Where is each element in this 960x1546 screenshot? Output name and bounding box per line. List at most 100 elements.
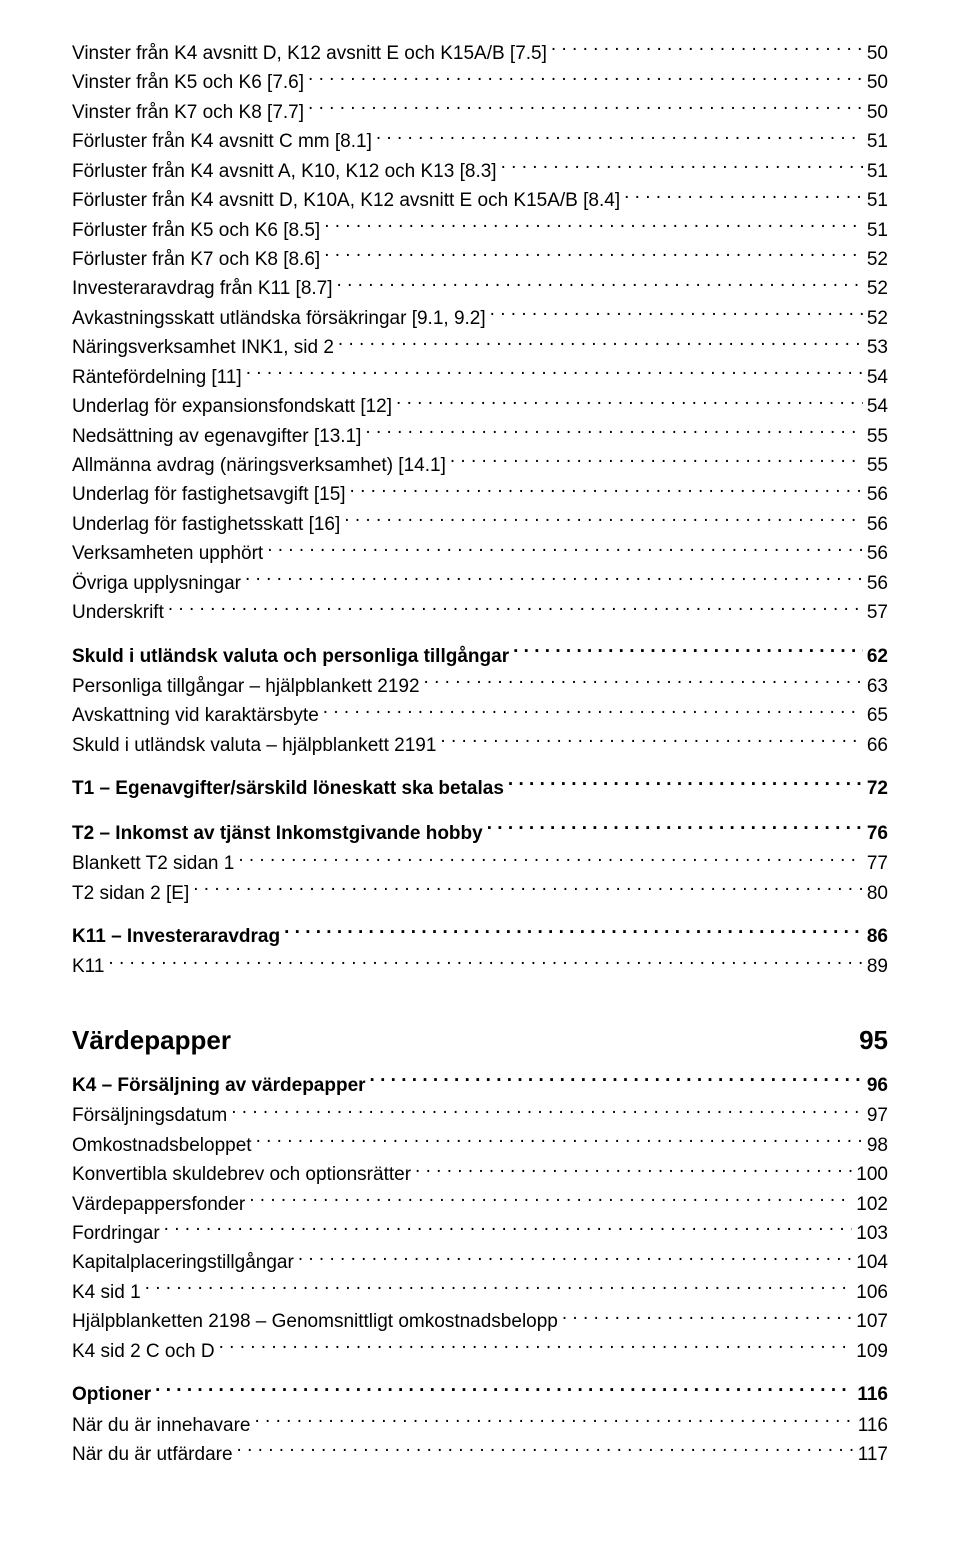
toc-dot-leader (238, 848, 863, 869)
toc-dot-leader (164, 1218, 853, 1239)
toc-line: T2 sidan 2 [E]80 (72, 878, 888, 907)
part-heading-title: Värdepapper (72, 1025, 231, 1056)
toc-line: Omkostnadsbeloppet98 (72, 1130, 888, 1159)
toc-dot-leader (145, 1277, 853, 1298)
toc-page-number: 62 (867, 643, 888, 672)
toc-title: K11 – Investeraravdrag (72, 923, 280, 952)
toc-page-number: 50 (867, 40, 888, 68)
toc-dot-leader (267, 538, 863, 559)
toc-page-number: 72 (867, 775, 888, 804)
toc-title: T1 – Egenavgifter/särskild löneskatt ska… (72, 775, 504, 804)
toc-dot-leader (487, 818, 863, 839)
toc-dot-leader (424, 671, 863, 692)
toc-page-number: 51 (867, 187, 888, 215)
toc-line: Vinster från K7 och K8 [7.7]50 (72, 97, 888, 126)
part-heading-page: 95 (859, 1025, 888, 1056)
toc-line: Förluster från K7 och K8 [8.6]52 (72, 244, 888, 273)
toc-title: Optioner (72, 1381, 151, 1410)
toc-title: Nedsättning av egenavgifter [13.1] (72, 423, 361, 451)
toc-dot-leader (338, 332, 863, 353)
toc-dot-leader (245, 568, 863, 589)
toc-page-number: 53 (867, 334, 888, 362)
toc-title: Blankett T2 sidan 1 (72, 850, 234, 878)
toc-dot-leader (108, 952, 862, 973)
toc-page-number: 63 (867, 673, 888, 701)
toc-page-number: 66 (867, 732, 888, 760)
toc-title: Underlag för expansionsfondskatt [12] (72, 393, 392, 421)
toc-title: Underlag för fastighetsavgift [15] (72, 481, 346, 509)
toc-dot-leader (231, 1100, 863, 1121)
toc-title: Underlag för fastighetsskatt [16] (72, 511, 340, 539)
toc-page: Vinster från K4 avsnitt D, K12 avsnitt E… (0, 0, 960, 1509)
toc-page-number: 116 (858, 1412, 888, 1440)
toc-line: Värdepappersfonder102 (72, 1189, 888, 1218)
toc-dot-leader (237, 1439, 854, 1460)
toc-title: K4 – Försäljning av värdepapper (72, 1072, 366, 1101)
toc-line: Skuld i utländsk valuta – hjälpblankett … (72, 730, 888, 759)
toc-title: Fordringar (72, 1220, 160, 1248)
toc-page-number: 65 (867, 702, 888, 730)
toc-line: Nedsättning av egenavgifter [13.1] 55 (72, 421, 888, 450)
toc-line: Skuld i utländsk valuta och personliga t… (72, 641, 888, 671)
toc-title: Vinster från K7 och K8 [7.7] (72, 99, 304, 127)
toc-line: Förluster från K5 och K6 [8.5]51 (72, 215, 888, 244)
toc-line: K1189 (72, 952, 888, 981)
toc-dot-leader (246, 362, 863, 383)
toc-line: Förluster från K4 avsnitt D, K10A, K12 a… (72, 185, 888, 214)
toc-dot-leader (490, 303, 863, 324)
toc-line: Hjälpblanketten 2198 – Genomsnittligt om… (72, 1306, 888, 1335)
toc-dot-leader (168, 597, 863, 618)
toc-page-number: 56 (867, 540, 888, 568)
toc-section-group-bottom: K4 – Försäljning av värdepapper96Försälj… (72, 1070, 888, 1469)
toc-line: Underlag för fastighetsskatt [16]56 (72, 509, 888, 538)
toc-dot-leader (450, 450, 863, 471)
toc-dot-leader (256, 1130, 863, 1151)
toc-dot-leader (249, 1189, 852, 1210)
toc-section-group-top: Vinster från K4 avsnitt D, K12 avsnitt E… (72, 38, 888, 981)
toc-line: T1 – Egenavgifter/särskild löneskatt ska… (72, 773, 888, 803)
toc-line: Investeraravdrag från K11 [8.7]52 (72, 274, 888, 303)
toc-page-number: 116 (857, 1381, 888, 1410)
toc-title: K4 sid 1 (72, 1279, 141, 1307)
toc-line: T2 – Inkomst av tjänst Inkomstgivande ho… (72, 818, 888, 848)
toc-line: Fordringar 103 (72, 1218, 888, 1247)
toc-dot-leader (298, 1248, 852, 1269)
toc-page-number: 104 (856, 1249, 888, 1277)
toc-title: När du är innehavare (72, 1412, 251, 1440)
toc-line: Förluster från K4 avsnitt C mm [8.1]51 (72, 126, 888, 155)
toc-title: Värdepappersfonder (72, 1191, 245, 1219)
toc-page-number: 55 (867, 452, 888, 480)
toc-dot-leader (501, 156, 863, 177)
toc-page-number: 57 (867, 599, 888, 627)
toc-title: Vinster från K5 och K6 [7.6] (72, 69, 304, 97)
toc-title: K11 (72, 953, 104, 981)
toc-dot-leader (440, 730, 862, 751)
toc-dot-leader (284, 921, 863, 942)
toc-page-number: 80 (867, 880, 888, 908)
toc-dot-leader (624, 185, 863, 206)
toc-line: K11 – Investeraravdrag86 (72, 921, 888, 951)
toc-line: Vinster från K4 avsnitt D, K12 avsnitt E… (72, 38, 888, 67)
toc-dot-leader (513, 641, 863, 662)
toc-line: Avkastningsskatt utländska försäkringar … (72, 303, 888, 332)
toc-dot-leader (551, 38, 863, 59)
toc-dot-leader (396, 391, 863, 412)
toc-title: Förluster från K5 och K6 [8.5] (72, 217, 320, 245)
toc-page-number: 55 (867, 423, 888, 451)
toc-line: Näringsverksamhet INK1, sid 253 (72, 332, 888, 361)
toc-page-number: 56 (867, 570, 888, 598)
toc-page-number: 103 (856, 1220, 888, 1248)
toc-page-number: 54 (867, 364, 888, 392)
toc-page-number: 52 (867, 305, 888, 333)
toc-line: K4 sid 1 106 (72, 1277, 888, 1306)
toc-line: Avskattning vid karaktärsbyte65 (72, 701, 888, 730)
toc-page-number: 106 (856, 1279, 888, 1307)
toc-title: Hjälpblanketten 2198 – Genomsnittligt om… (72, 1308, 558, 1336)
toc-title: Skuld i utländsk valuta och personliga t… (72, 643, 509, 672)
toc-page-number: 54 (867, 393, 888, 421)
toc-line: Blankett T2 sidan 177 (72, 848, 888, 877)
toc-dot-leader (344, 509, 863, 530)
toc-line: Allmänna avdrag (näringsverksamhet) [14.… (72, 450, 888, 479)
toc-title: Övriga upplysningar (72, 570, 241, 598)
toc-dot-leader (193, 878, 863, 899)
